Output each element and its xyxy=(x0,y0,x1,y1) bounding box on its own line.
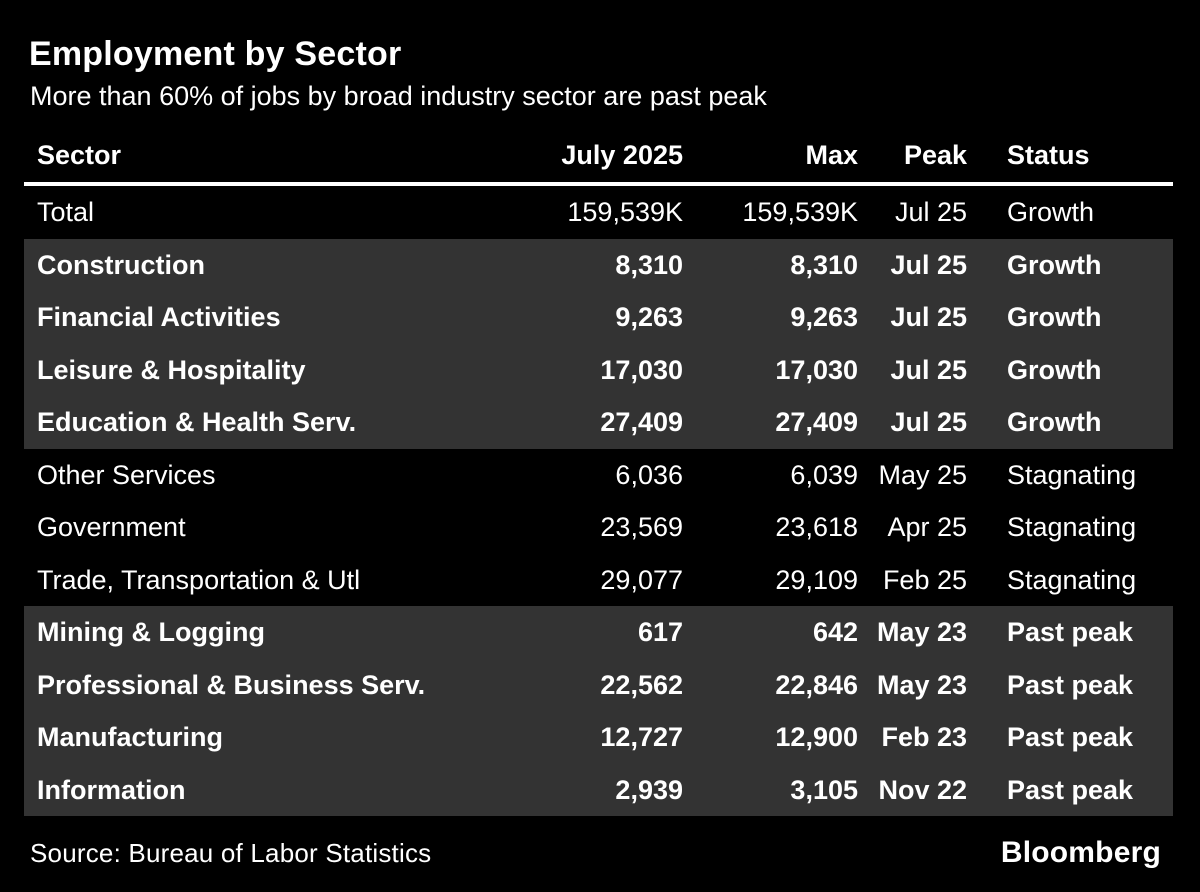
table-row: Manufacturing 12,727 12,900 Feb 23 Past … xyxy=(24,711,1173,764)
cell-sector: Government xyxy=(37,512,186,543)
cell-july-2025: 9,263 xyxy=(615,302,683,333)
cell-sector: Construction xyxy=(37,249,205,280)
cell-max: 642 xyxy=(812,617,858,648)
cell-july-2025: 159,539K xyxy=(567,197,683,228)
cell-status: Stagnating xyxy=(1007,512,1137,543)
bloomberg-logo: Bloomberg xyxy=(1000,836,1161,870)
cell-sector: Trade, Transportation & Utl xyxy=(37,564,361,595)
page-title: Employment by Sector xyxy=(29,35,402,73)
cell-status: Past peak xyxy=(1007,774,1134,805)
cell-peak: Apr 25 xyxy=(887,512,967,543)
cell-peak: Feb 25 xyxy=(882,564,967,595)
cell-status: Growth xyxy=(1007,354,1102,385)
cell-july-2025: 22,562 xyxy=(600,669,683,700)
table-row: Mining & Logging 617 642 May 23 Past pea… xyxy=(24,606,1173,659)
cell-sector: Other Services xyxy=(37,459,216,490)
cell-july-2025: 617 xyxy=(637,617,683,648)
cell-peak: May 25 xyxy=(878,459,967,490)
cell-peak: Jul 25 xyxy=(890,249,967,280)
chart-subtitle: More than 60% of jobs by broad industry … xyxy=(30,81,767,112)
cell-july-2025: 27,409 xyxy=(600,407,683,438)
cell-sector: Mining & Logging xyxy=(37,617,265,648)
table-body: Total 159,539K 159,539K Jul 25 Growth Co… xyxy=(24,186,1173,817)
cell-max: 23,618 xyxy=(775,512,858,543)
cell-status: Growth xyxy=(1007,407,1102,438)
cell-status: Stagnating xyxy=(1007,459,1137,490)
table-row: Leisure & Hospitality 17,030 17,030 Jul … xyxy=(24,343,1173,397)
cell-july-2025: 29,077 xyxy=(600,564,683,595)
cell-peak: Jul 25 xyxy=(890,302,967,333)
cell-status: Growth xyxy=(1007,302,1102,333)
cell-sector: Professional & Business Serv. xyxy=(37,669,426,700)
cell-status: Past peak xyxy=(1007,669,1134,700)
table-row: Construction 8,310 8,310 Jul 25 Growth xyxy=(24,238,1173,292)
cell-peak: Jul 25 xyxy=(890,354,967,385)
cell-max: 3,105 xyxy=(790,774,858,805)
table-row: Information 2,939 3,105 Nov 22 Past peak xyxy=(24,763,1173,817)
cell-sector: Manufacturing xyxy=(37,722,223,753)
column-header-max: Max xyxy=(805,140,858,171)
cell-peak: Nov 22 xyxy=(878,774,967,805)
cell-peak: May 23 xyxy=(876,669,967,700)
column-header-status: Status xyxy=(1007,140,1090,171)
table-row: Financial Activities 9,263 9,263 Jul 25 … xyxy=(24,291,1173,344)
cell-sector: Total xyxy=(37,197,95,228)
cell-max: 17,030 xyxy=(775,354,858,385)
table-row: Trade, Transportation & Utl 29,077 29,10… xyxy=(24,554,1173,607)
source-attribution: Source: Bureau of Labor Statistics xyxy=(30,837,432,868)
column-header-sector: Sector xyxy=(37,140,122,171)
cell-sector: Education & Health Serv. xyxy=(37,407,357,438)
cell-max: 29,109 xyxy=(775,564,858,595)
table-row: Other Services 6,036 6,039 May 25 Stagna… xyxy=(24,449,1173,502)
cell-status: Stagnating xyxy=(1007,564,1137,595)
table-row: Total 159,539K 159,539K Jul 25 Growth xyxy=(24,186,1173,239)
cell-sector: Information xyxy=(37,774,186,805)
cell-peak: Jul 25 xyxy=(894,197,967,228)
table-row: Government 23,569 23,618 Apr 25 Stagnati… xyxy=(24,501,1173,554)
footer: Source: Bureau of Labor Statistics Bloom… xyxy=(24,836,1173,870)
cell-max: 8,310 xyxy=(790,249,858,280)
cell-sector: Financial Activities xyxy=(37,302,281,333)
cell-max: 22,846 xyxy=(775,669,858,700)
table-row: Professional & Business Serv. 22,562 22,… xyxy=(24,658,1173,712)
cell-max: 9,263 xyxy=(790,302,858,333)
column-header-peak: Peak xyxy=(903,140,967,171)
cell-july-2025: 6,036 xyxy=(615,459,683,490)
cell-july-2025: 23,569 xyxy=(600,512,683,543)
cell-sector: Leisure & Hospitality xyxy=(37,354,306,385)
cell-peak: Feb 23 xyxy=(881,722,967,753)
cell-july-2025: 2,939 xyxy=(615,774,683,805)
cell-status: Past peak xyxy=(1007,617,1134,648)
cell-status: Growth xyxy=(1007,249,1102,280)
cell-peak: Jul 25 xyxy=(890,407,967,438)
column-header-july-2025: July 2025 xyxy=(561,140,683,171)
cell-july-2025: 8,310 xyxy=(615,249,683,280)
cell-max: 159,539K xyxy=(742,197,858,228)
cell-max: 12,900 xyxy=(775,722,858,753)
cell-july-2025: 12,727 xyxy=(600,722,683,753)
table-header-row: Sector July 2025 Max Peak Status xyxy=(24,134,1173,187)
cell-status: Past peak xyxy=(1007,722,1134,753)
cell-july-2025: 17,030 xyxy=(600,354,683,385)
cell-peak: May 23 xyxy=(876,617,967,648)
table-row: Education & Health Serv. 27,409 27,409 J… xyxy=(24,396,1173,449)
cell-status: Growth xyxy=(1007,197,1095,228)
cell-max: 6,039 xyxy=(790,459,858,490)
cell-max: 27,409 xyxy=(775,407,858,438)
